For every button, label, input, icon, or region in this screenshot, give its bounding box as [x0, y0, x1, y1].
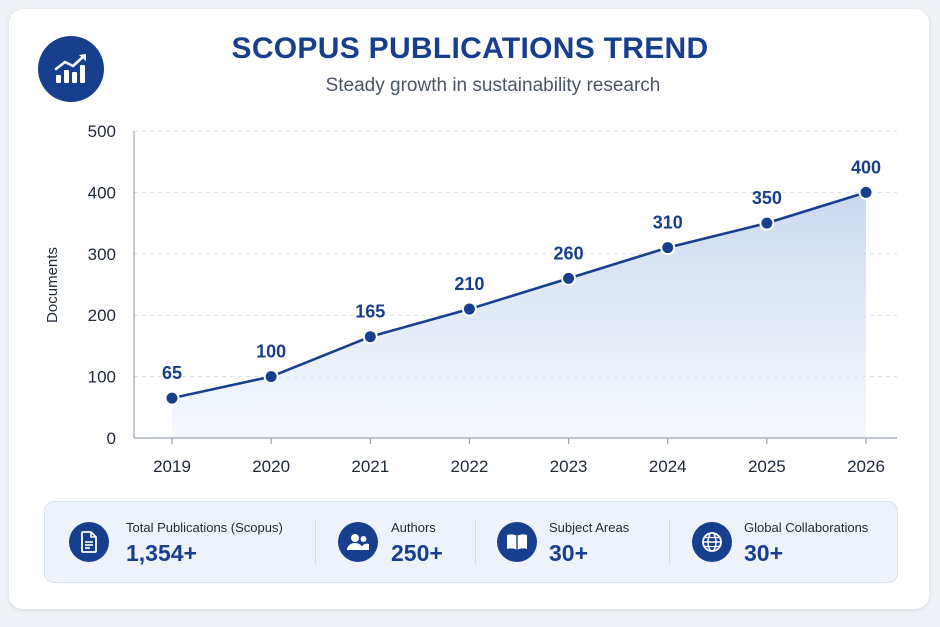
- x-tick-label: 2022: [451, 457, 489, 476]
- y-tick-label: 100: [88, 368, 116, 387]
- x-tick-label: 2024: [649, 457, 687, 476]
- data-point: [858, 184, 874, 200]
- chart-title: SCOPUS PUBLICATIONS TREND: [231, 32, 709, 65]
- y-axis-title: Documents: [44, 247, 61, 323]
- y-tick-label: 500: [88, 122, 116, 141]
- data-label: 165: [355, 302, 385, 322]
- data-label: 210: [454, 274, 484, 294]
- x-tick-label: 2021: [351, 457, 389, 476]
- data-point: [362, 329, 378, 345]
- data-label: 260: [554, 243, 584, 263]
- x-tick-label: 2023: [550, 457, 588, 476]
- data-point: [164, 390, 180, 406]
- y-tick-label: 0: [107, 429, 116, 448]
- divider: [475, 520, 476, 564]
- y-tick-label: 200: [88, 306, 116, 325]
- data-point: [759, 215, 775, 231]
- stat-value: 250+: [391, 540, 443, 566]
- globe-icon: [692, 522, 732, 562]
- series-line: [171, 191, 867, 400]
- stat-label: Subject Areas: [549, 520, 630, 535]
- data-label: 100: [256, 342, 286, 362]
- stat-label: Global Collaborations: [744, 520, 869, 535]
- data-label: 350: [752, 188, 782, 208]
- x-tick-label: 2026: [847, 457, 885, 476]
- stat-label: Authors: [391, 520, 436, 535]
- document-icon: [69, 522, 109, 562]
- data-label: 310: [653, 213, 683, 233]
- stat-label: Total Publications (Scopus): [126, 520, 283, 535]
- data-point: [263, 369, 279, 385]
- data-label: 400: [851, 157, 881, 177]
- data-label: 65: [162, 363, 182, 383]
- x-tick-label: 2020: [252, 457, 290, 476]
- y-tick-label: 400: [88, 183, 116, 202]
- data-point: [461, 301, 477, 317]
- stat-value: 1,354+: [126, 540, 197, 566]
- data-point: [660, 240, 676, 256]
- trend-chart-icon: [38, 36, 104, 102]
- divider: [669, 520, 670, 564]
- divider: [315, 520, 316, 564]
- book-icon: [497, 522, 537, 562]
- users-icon: [338, 522, 378, 562]
- chart-subtitle: Steady growth in sustainability research: [325, 75, 661, 96]
- x-tick-label: 2019: [153, 457, 191, 476]
- stat-value: 30+: [744, 540, 784, 566]
- area-fill: [172, 192, 866, 438]
- stats-panel: Total Publications (Scopus) 1,354+ Autho…: [44, 501, 898, 583]
- y-tick-label: 300: [88, 245, 116, 264]
- x-tick-label: 2025: [748, 457, 786, 476]
- data-point: [561, 270, 577, 286]
- stat-value: 30+: [549, 540, 589, 566]
